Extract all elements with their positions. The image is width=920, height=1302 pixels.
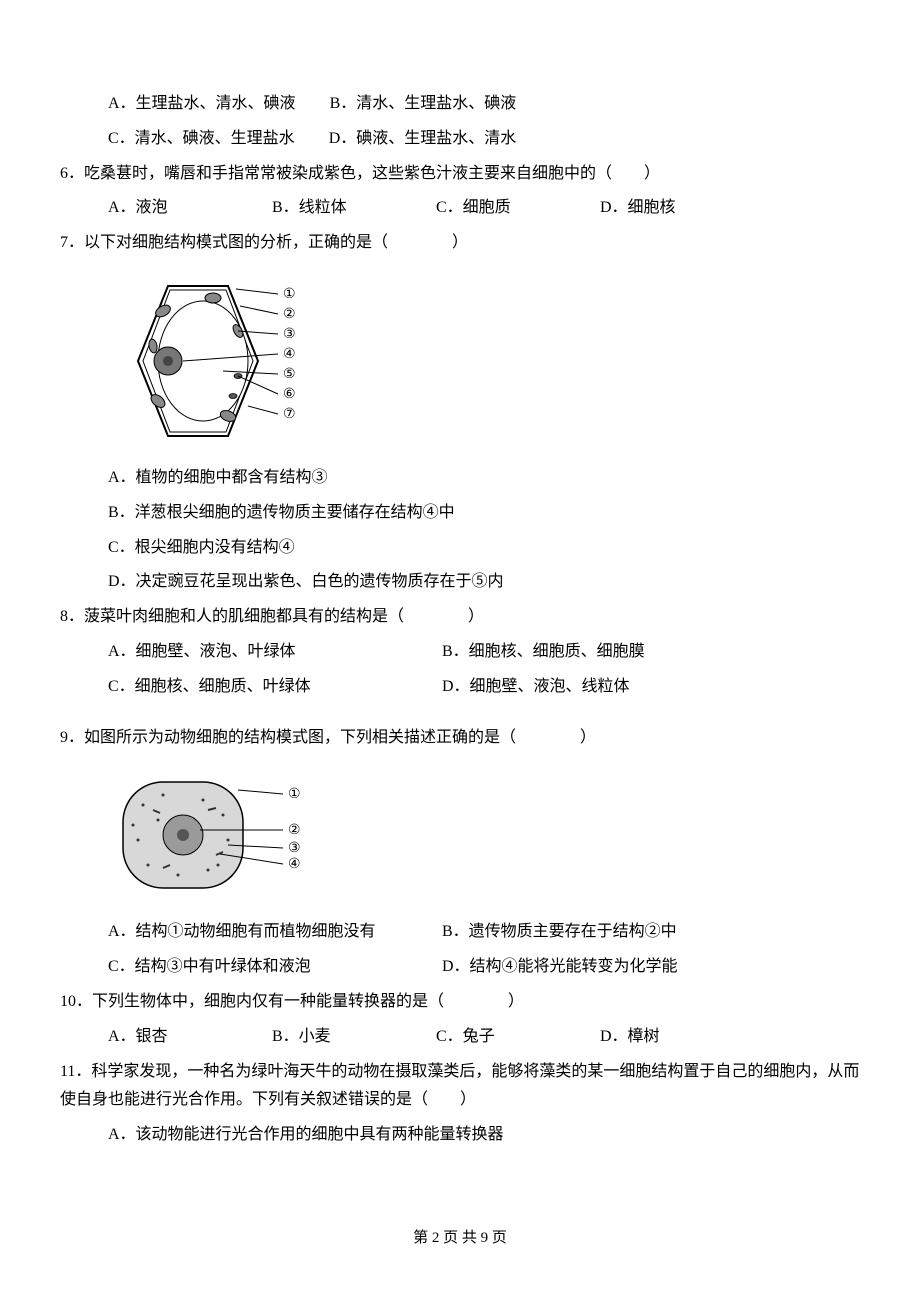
q8-stem: 8．菠菜叶肉细胞和人的肌细胞都具有的结构是（ ） — [60, 603, 860, 632]
q5-options-row-1: A．生理盐水、清水、碘液 B．清水、生理盐水、碘液 — [60, 90, 860, 119]
q9-option-d: D．结构④能将光能转变为化学能 — [442, 953, 772, 982]
q8-option-a: A．细胞壁、液泡、叶绿体 — [108, 638, 438, 667]
question-8: 8．菠菜叶肉细胞和人的肌细胞都具有的结构是（ ） A．细胞壁、液泡、叶绿体 B．… — [60, 603, 860, 701]
q9-option-c: C．结构③中有叶绿体和液泡 — [108, 953, 438, 982]
question-6: 6．吃桑葚时，嘴唇和手指常常被染成紫色，这些紫色汁液主要来自细胞中的（ ） A．… — [60, 160, 860, 224]
q8-options-row-2: C．细胞核、细胞质、叶绿体 D．细胞壁、液泡、线粒体 — [60, 673, 860, 702]
q6-option-c: C．细胞质 — [436, 194, 596, 223]
q5-options-row-2: C．清水、碘液、生理盐水 D．碘液、生理盐水、清水 — [60, 125, 860, 154]
q9-options-row-1: A．结构①动物细胞有而植物细胞没有 B．遗传物质主要存在于结构②中 — [60, 918, 860, 947]
q10-option-b: B．小麦 — [272, 1023, 432, 1052]
q9-options-row-2: C．结构③中有叶绿体和液泡 D．结构④能将光能转变为化学能 — [60, 953, 860, 982]
q7-label-7: ⑦ — [283, 407, 296, 422]
question-7: 7．以下对细胞结构模式图的分析，正确的是（ ） — [60, 229, 860, 597]
q6-stem: 6．吃桑葚时，嘴唇和手指常常被染成紫色，这些紫色汁液主要来自细胞中的（ ） — [60, 160, 860, 189]
q6-option-d: D．细胞核 — [600, 194, 760, 223]
q9-diagram: ① ② ③ ④ — [108, 770, 860, 900]
q6-option-b: B．线粒体 — [272, 194, 432, 223]
question-9: 9．如图所示为动物细胞的结构模式图，下列相关描述正确的是（ ） — [60, 724, 860, 982]
q8-options-row-1: A．细胞壁、液泡、叶绿体 B．细胞核、细胞质、细胞膜 — [60, 638, 860, 667]
q10-option-a: A．银杏 — [108, 1023, 268, 1052]
q7-stem: 7．以下对细胞结构模式图的分析，正确的是（ ） — [60, 229, 860, 258]
q7-option-b: B．洋葱根尖细胞的遗传物质主要储存在结构④中 — [60, 499, 860, 528]
q10-stem: 10．下列生物体中，细胞内仅有一种能量转换器的是（ ） — [60, 988, 860, 1017]
q7-label-6: ⑥ — [283, 387, 296, 402]
q9-stem: 9．如图所示为动物细胞的结构模式图，下列相关描述正确的是（ ） — [60, 724, 860, 753]
q5-option-c: C．清水、碘液、生理盐水 — [108, 125, 295, 154]
q9-label-2: ② — [288, 823, 301, 838]
q8-option-c: C．细胞核、细胞质、叶绿体 — [108, 673, 438, 702]
q7-option-c: C．根尖细胞内没有结构④ — [60, 534, 860, 563]
q7-label-1: ① — [283, 287, 296, 302]
q6-options: A．液泡 B．线粒体 C．细胞质 D．细胞核 — [60, 194, 860, 223]
q9-option-a: A．结构①动物细胞有而植物细胞没有 — [108, 918, 438, 947]
question-11: 11．科学家发现，一种名为绿叶海天牛的动物在摄取藻类后，能够将藻类的某一细胞结构… — [60, 1058, 860, 1150]
q9-option-b: B．遗传物质主要存在于结构②中 — [442, 918, 772, 947]
q7-diagram: ① ② ③ ④ ⑤ ⑥ ⑦ — [108, 276, 860, 446]
page-footer: 第 2 页 共 9 页 — [0, 1225, 920, 1252]
question-10: 10．下列生物体中，细胞内仅有一种能量转换器的是（ ） A．银杏 B．小麦 C．… — [60, 988, 860, 1052]
q7-label-2: ② — [283, 307, 296, 322]
q9-label-1: ① — [288, 787, 301, 802]
q8-option-d: D．细胞壁、液泡、线粒体 — [442, 673, 772, 702]
q10-options: A．银杏 B．小麦 C．兔子 D．樟树 — [60, 1023, 860, 1052]
q9-label-4: ④ — [288, 857, 301, 872]
q5-option-b: B．清水、生理盐水、碘液 — [330, 90, 517, 119]
q11-option-a: A．该动物能进行光合作用的细胞中具有两种能量转换器 — [60, 1121, 860, 1150]
plant-cell-diagram: ① ② ③ ④ ⑤ ⑥ ⑦ — [108, 276, 308, 446]
q7-option-a: A．植物的细胞中都含有结构③ — [60, 464, 860, 493]
animal-cell-diagram: ① ② ③ ④ — [108, 770, 318, 900]
q5-option-d: D．碘液、生理盐水、清水 — [329, 125, 517, 154]
q8-option-b: B．细胞核、细胞质、细胞膜 — [442, 638, 772, 667]
q6-option-a: A．液泡 — [108, 194, 268, 223]
page-content: A．生理盐水、清水、碘液 B．清水、生理盐水、碘液 C．清水、碘液、生理盐水 D… — [60, 90, 860, 1150]
q5-option-a: A．生理盐水、清水、碘液 — [108, 90, 296, 119]
spacer — [60, 708, 860, 724]
q11-stem: 11．科学家发现，一种名为绿叶海天牛的动物在摄取藻类后，能够将藻类的某一细胞结构… — [60, 1058, 860, 1116]
q7-label-4: ④ — [283, 347, 296, 362]
q7-option-d: D．决定豌豆花呈现出紫色、白色的遗传物质存在于⑤内 — [60, 568, 860, 597]
q9-label-3: ③ — [288, 841, 301, 856]
q10-option-d: D．樟树 — [600, 1023, 760, 1052]
q10-option-c: C．兔子 — [436, 1023, 596, 1052]
q7-label-5: ⑤ — [283, 367, 296, 382]
q7-label-3: ③ — [283, 327, 296, 342]
